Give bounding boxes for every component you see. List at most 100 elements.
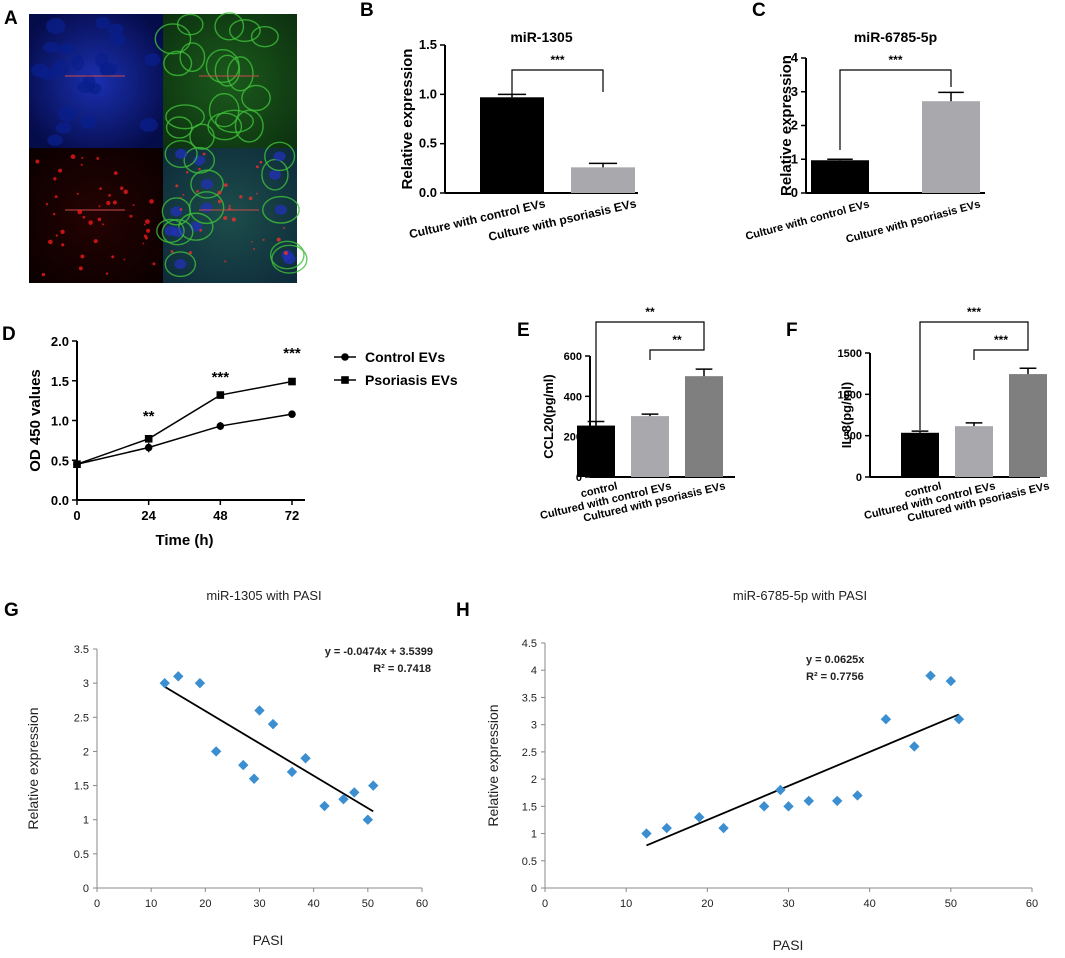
x-tick-label: 30 [253, 898, 265, 910]
panel-label-c: C [752, 0, 766, 21]
x-tick-label: 60 [1026, 898, 1038, 910]
merge-punctum [179, 196, 182, 199]
data-point [210, 746, 222, 757]
x-tick-label: 20 [199, 898, 211, 910]
nucleus-blob [99, 62, 118, 76]
significance-marker: *** [888, 53, 902, 67]
merge-punctum [255, 165, 259, 169]
chart-title: miR-6785-5p [854, 29, 937, 45]
merge-punctum [199, 228, 203, 232]
bar [922, 101, 980, 193]
significance-marker: *** [212, 369, 230, 386]
ev-punctum [142, 242, 145, 245]
merge-membrane [156, 218, 185, 243]
ev-punctum [112, 200, 117, 205]
bar [811, 160, 869, 193]
merge-nucleus [200, 202, 213, 213]
ev-punctum [149, 199, 154, 204]
panel-label-f: F [786, 320, 798, 341]
ev-punctum [53, 177, 57, 181]
y-tick-label: 3.5 [74, 644, 89, 656]
merge-membrane [178, 212, 214, 241]
merge-punctum [276, 237, 281, 242]
merge-membrane [262, 195, 300, 224]
ev-punctum [45, 203, 49, 206]
nucleus-blob [57, 43, 76, 55]
trendline-r-squared: R² = 0.7418 [373, 663, 431, 675]
ev-punctum [106, 200, 111, 206]
merge-punctum [198, 167, 201, 171]
ev-punctum [82, 215, 86, 219]
y-tick-label: 0 [576, 472, 582, 484]
y-tick-label: 1.5 [74, 781, 89, 793]
data-point [254, 705, 265, 716]
y-tick-label: 0.0 [419, 185, 437, 200]
y-tick-label: 0.5 [74, 849, 89, 861]
data-point [852, 790, 863, 801]
ev-punctum [80, 254, 85, 259]
nucleus-blob [107, 23, 124, 36]
panel-label-a: A [4, 8, 18, 29]
merge-nucleus [283, 254, 296, 265]
bar [955, 426, 993, 477]
y-tick-label: 3 [791, 84, 798, 99]
ev-punctum [123, 189, 129, 195]
nucleus-blob [43, 42, 59, 53]
x-tick-label: 0 [542, 898, 548, 910]
y-tick-label: 600 [564, 351, 582, 363]
y-tick-label: 0 [791, 185, 798, 200]
data-point [925, 670, 936, 681]
membrane-ring [250, 25, 279, 48]
nucleus-blob [51, 60, 70, 76]
merge-punctum [182, 193, 185, 196]
y-tick-label: 1 [83, 815, 89, 827]
y-tick-label: 0 [856, 472, 862, 484]
data-point [194, 677, 206, 689]
data-point [319, 800, 330, 812]
significance-bracket [919, 321, 1029, 430]
merge-punctum [228, 204, 231, 208]
y-tick-label: 0 [83, 883, 89, 895]
significance-marker: ** [645, 305, 655, 319]
merge-membrane [188, 191, 225, 225]
membrane-ring [163, 50, 193, 77]
y-tick-label: 4 [791, 50, 799, 65]
ev-punctum [61, 243, 65, 247]
nucleus-blob [139, 118, 158, 132]
merge-punctum [175, 184, 179, 188]
membrane-ring [176, 13, 204, 36]
ev-punctum [97, 217, 102, 222]
micro-ev-quadrant [29, 148, 163, 283]
membrane-ring [205, 48, 240, 84]
trendline-r-squared: R² = 0.7756 [806, 671, 864, 683]
ev-punctum [143, 223, 146, 226]
nucleus-blob [80, 115, 97, 129]
merge-nucleus [273, 151, 286, 162]
bar [1009, 374, 1047, 477]
data-point [945, 675, 957, 687]
y-tick-label: 500 [844, 431, 862, 443]
y-tick-label: 0.5 [51, 453, 69, 468]
merge-punctum [259, 160, 263, 164]
ev-punctum [96, 156, 100, 160]
y-axis-label: Relative expression [778, 55, 795, 196]
x-tick-label: 50 [362, 898, 374, 910]
significance-bracket [595, 321, 705, 470]
y-tick-label: 1.5 [419, 37, 437, 52]
merge-punctum [202, 152, 206, 156]
data-point [173, 671, 184, 682]
ev-punctum [120, 186, 124, 191]
x-tick-label: 24 [141, 508, 156, 523]
y-tick-label: 0.5 [419, 136, 437, 151]
y-tick-label: 3 [531, 720, 537, 732]
merge-punctum [250, 240, 253, 243]
merge-punctum [170, 250, 174, 253]
ev-punctum [99, 187, 102, 190]
ev-punctum [78, 266, 83, 271]
ev-punctum [35, 159, 40, 164]
data-point [338, 794, 349, 805]
merge-punctum [239, 195, 243, 199]
merge-membrane [261, 158, 289, 191]
data-point [144, 434, 153, 443]
